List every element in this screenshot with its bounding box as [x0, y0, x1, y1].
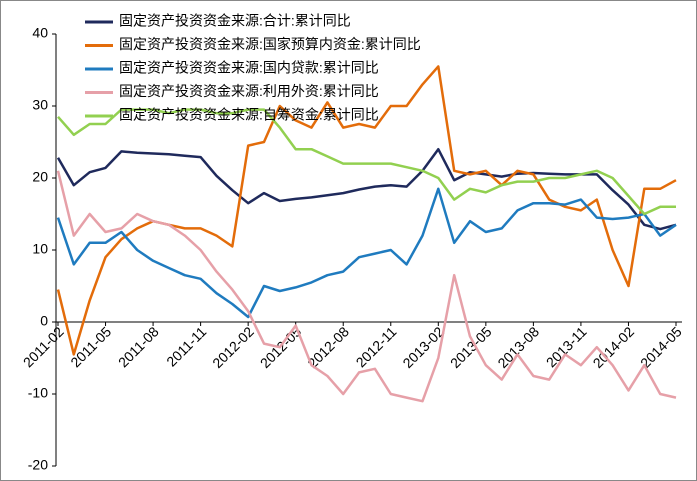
series-line	[56, 147, 677, 231]
legend-label: 固定资产投资资金来源:利用外资:累计同比	[119, 83, 379, 99]
y-tick-label: 0	[40, 313, 48, 329]
y-tick-label: 10	[32, 241, 48, 257]
y-tick-label: 20	[32, 169, 48, 185]
series-line	[56, 187, 677, 319]
legend-label: 固定资产投资资金来源:国家预算内资金:累计同比	[119, 36, 421, 52]
y-tick-label: -20	[28, 457, 48, 473]
legend-label: 固定资产投资资金来源:自筹资金:累计同比	[119, 107, 379, 123]
y-tick-label: -10	[28, 385, 48, 401]
legend-label: 固定资产投资资金来源:国内贷款:累计同比	[119, 60, 379, 76]
series-line	[56, 170, 677, 403]
y-tick-label: 30	[32, 97, 48, 113]
legend-label: 固定资产投资资金来源:合计:累计同比	[119, 13, 351, 29]
y-tick-label: 40	[32, 25, 48, 41]
series-line	[57, 108, 676, 216]
